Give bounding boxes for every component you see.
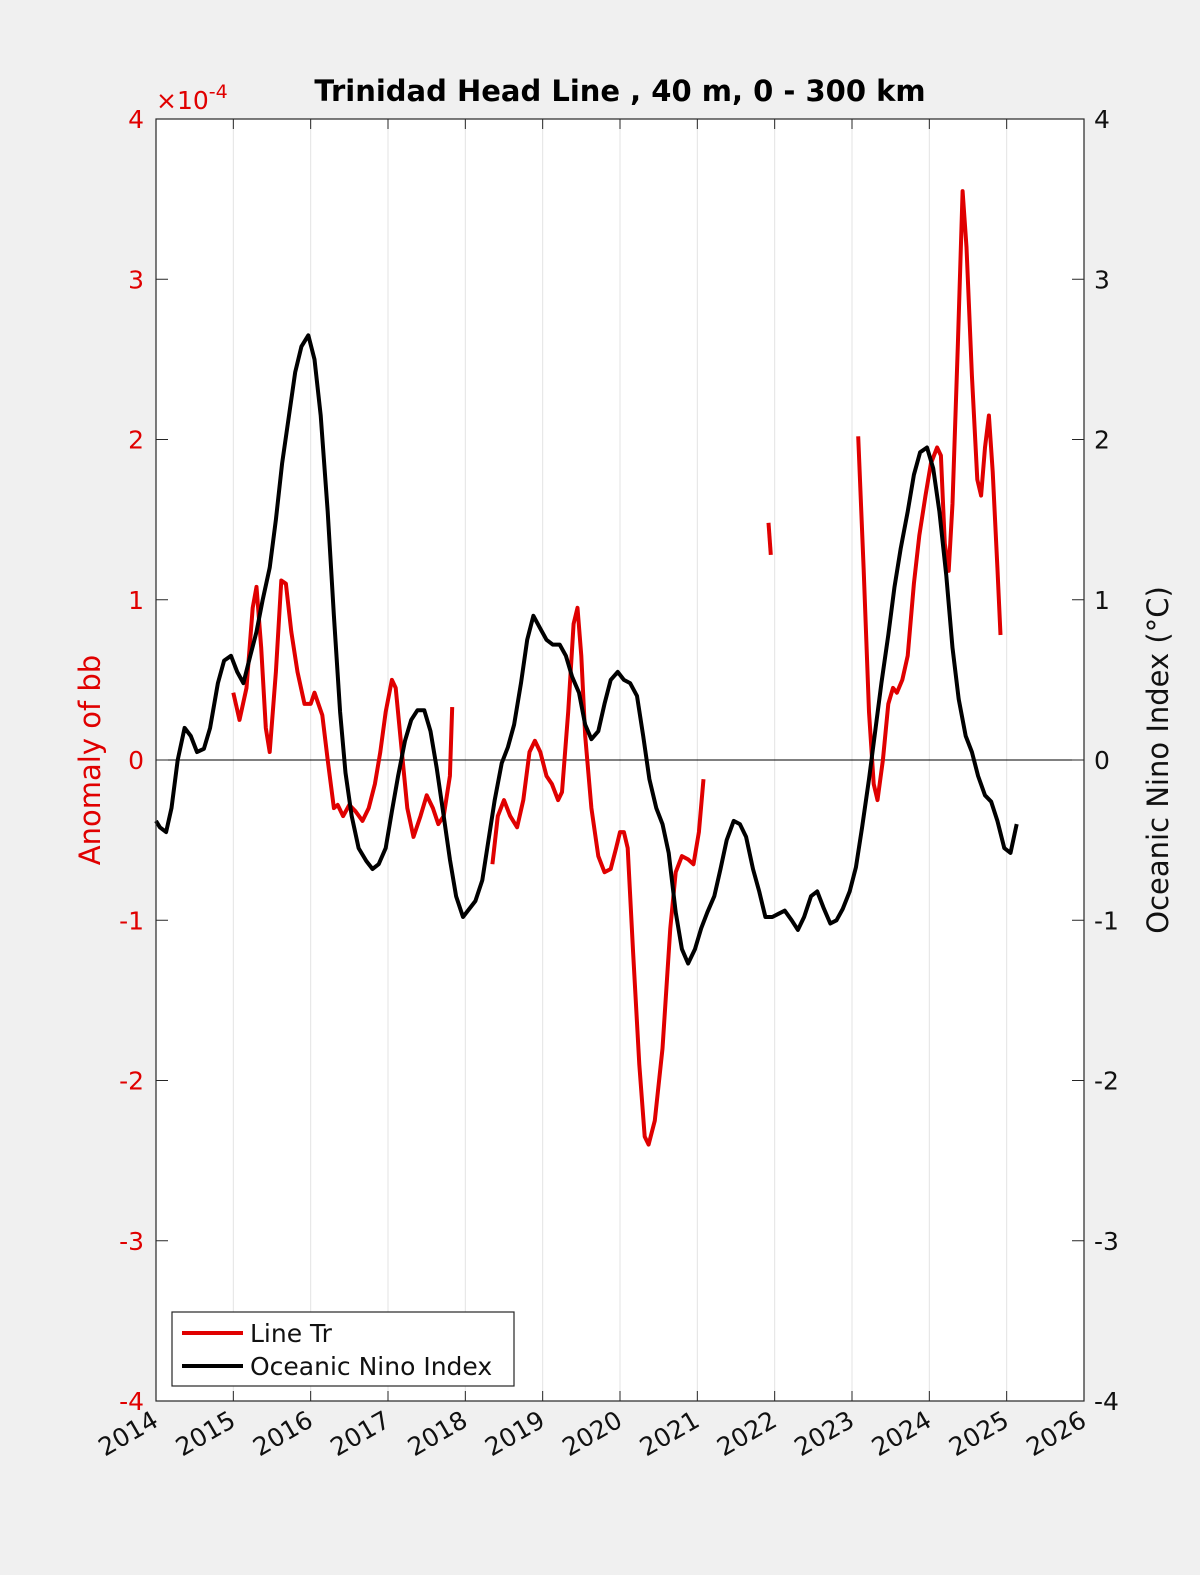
- right-tick-label: -3: [1094, 1227, 1119, 1256]
- line-tr-segment-3: [856, 189, 1003, 803]
- right-tick-label: -2: [1094, 1067, 1119, 1096]
- left-tick-label: 1: [128, 586, 144, 615]
- right-tick-label: -1: [1094, 906, 1119, 935]
- left-tick-label: -4: [119, 1387, 144, 1416]
- left-axis-exponent: ×10-4: [156, 81, 228, 115]
- right-tick-label: 1: [1094, 586, 1110, 615]
- series-layer: [154, 189, 1019, 1147]
- legend: Line Tr Oceanic Nino Index: [171, 1311, 515, 1387]
- legend-label-line-tr: Line Tr: [250, 1319, 333, 1348]
- left-tick-label: 2: [128, 426, 144, 455]
- left-tick-label: -3: [119, 1227, 144, 1256]
- left-axis-exponent-base: ×10: [156, 86, 209, 115]
- oni-segment-0: [154, 333, 1019, 966]
- left-axis: -4 -3 -2 -1 0 1 2 3 4: [119, 105, 168, 1416]
- right-tick-label: 3: [1094, 265, 1110, 294]
- right-tick-label: 0: [1094, 746, 1110, 775]
- legend-label-oni: Oceanic Nino Index: [250, 1352, 492, 1381]
- series-oni: [154, 333, 1019, 966]
- left-axis-label: Anomaly of bb: [73, 655, 107, 865]
- line-tr-segment-2: [766, 522, 773, 556]
- right-axis-label: Oceanic Nino Index (°C): [1141, 586, 1175, 934]
- legend-box: [171, 1311, 515, 1387]
- left-tick-label: 3: [128, 265, 144, 294]
- left-tick-label: -2: [119, 1067, 144, 1096]
- line-tr-segment-1: [490, 605, 706, 1147]
- series-line-tr: [231, 189, 1003, 1147]
- right-tick-label: -4: [1094, 1387, 1119, 1416]
- left-axis-exponent-power: -4: [209, 81, 228, 103]
- line-tr-segment-0: [231, 578, 455, 839]
- right-axis: -4 -3 -2 -1 0 1 2 3 4: [1072, 105, 1119, 1416]
- left-tick-label: 0: [128, 746, 144, 775]
- left-tick-label: -1: [119, 906, 144, 935]
- right-tick-label: 4: [1094, 105, 1110, 134]
- chart-title: Trinidad Head Line , 40 m, 0 - 300 km: [314, 74, 925, 108]
- left-tick-label: 4: [128, 105, 144, 134]
- right-tick-label: 2: [1094, 426, 1110, 455]
